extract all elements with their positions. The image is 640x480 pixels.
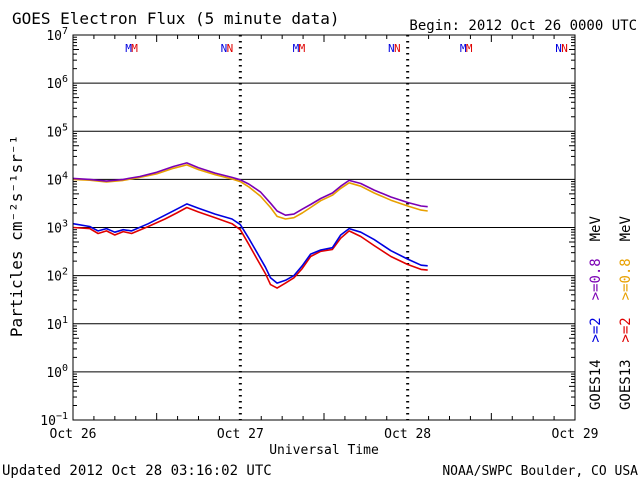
- x-tick-label: Oct 26: [50, 427, 97, 442]
- series-line-goes13-0-8-mev: [72, 164, 428, 220]
- marker-goes13: M: [299, 42, 306, 55]
- footer-credit: NOAA/SWPC Boulder, CO USA: [442, 464, 638, 479]
- y-tick-exponent: 1: [62, 315, 68, 326]
- marker-goes13: M: [466, 42, 473, 55]
- footer-updated: Updated 2012 Oct 28 03:16:02 UTC: [2, 463, 272, 479]
- marker-goes13: N: [561, 42, 568, 55]
- legend-high-threshold: >=2: [618, 317, 634, 342]
- legend-low-threshold: >=0.8: [618, 258, 634, 300]
- y-tick-exponent: 5: [62, 122, 68, 133]
- marker-goes14: N: [388, 42, 395, 55]
- y-tick-label: 103: [46, 219, 68, 237]
- y-tick-label: 101: [46, 315, 68, 333]
- y-tick-label: 107: [46, 26, 68, 44]
- grid-layer: [73, 35, 575, 420]
- x-tick-label: Oct 27: [217, 427, 264, 442]
- marker-goes13: N: [227, 42, 234, 55]
- plot-frame: [72, 34, 576, 421]
- series-layer: [72, 162, 428, 289]
- x-tick-label: Oct 28: [384, 427, 431, 442]
- y-tick-label: 100: [46, 363, 68, 381]
- y-tick-label: 102: [46, 267, 68, 285]
- begin-label: Begin: 2012 Oct 26 0000 UTC: [409, 18, 637, 34]
- y-tick-exponent: 0: [62, 363, 68, 374]
- marker-goes14: M: [460, 42, 467, 55]
- y-tick-label: 105: [46, 122, 68, 140]
- marker-goes13: M: [131, 42, 138, 55]
- marker-goes14: M: [293, 42, 300, 55]
- marker-goes14: M: [125, 42, 132, 55]
- legend-unit: MeV: [618, 216, 634, 242]
- y-axis-label: Particles cm⁻²s⁻¹sr⁻¹: [7, 135, 26, 337]
- series-line-goes14-2-mev: [72, 203, 428, 284]
- series-line-goes13-2-mev: [72, 206, 428, 289]
- y-tick-exponent: 2: [62, 267, 68, 278]
- y-tick-exponent: −1: [56, 411, 68, 422]
- legend-unit: MeV: [588, 216, 604, 242]
- y-tick-label: 106: [46, 74, 68, 92]
- label-layer: 1 0 −1 100 101 102 103 104 105 106 107 Oct 26 Oct 27…: [40, 26, 598, 442]
- legend-satellite: GOES13: [618, 359, 634, 410]
- y-tick-exponent: 4: [62, 170, 68, 181]
- y-tick-label: 104: [46, 170, 68, 188]
- legend-satellite: GOES14: [588, 359, 604, 410]
- marker-goes14: N: [555, 42, 562, 55]
- legend-low-threshold: >=0.8: [588, 258, 604, 300]
- marker-goes14: N: [221, 42, 228, 55]
- chart-title: GOES Electron Flux (5 minute data): [12, 9, 340, 28]
- y-tick-exponent: 7: [62, 26, 68, 37]
- series-line-goes14-0-8-mev: [72, 162, 428, 216]
- x-tick-label: Oct 29: [552, 427, 599, 442]
- legend-entry-goes14: GOES14 >=2 >=0.8 MeV: [588, 216, 604, 410]
- marker-goes13: N: [394, 42, 401, 55]
- legend-high-threshold: >=2: [588, 317, 604, 342]
- legend-entry-goes13: GOES13 >=2 >=0.8 MeV: [618, 216, 634, 410]
- x-axis-label: Universal Time: [269, 443, 379, 458]
- y-tick-exponent: 3: [62, 219, 68, 230]
- y-tick-exponent: 6: [62, 74, 68, 85]
